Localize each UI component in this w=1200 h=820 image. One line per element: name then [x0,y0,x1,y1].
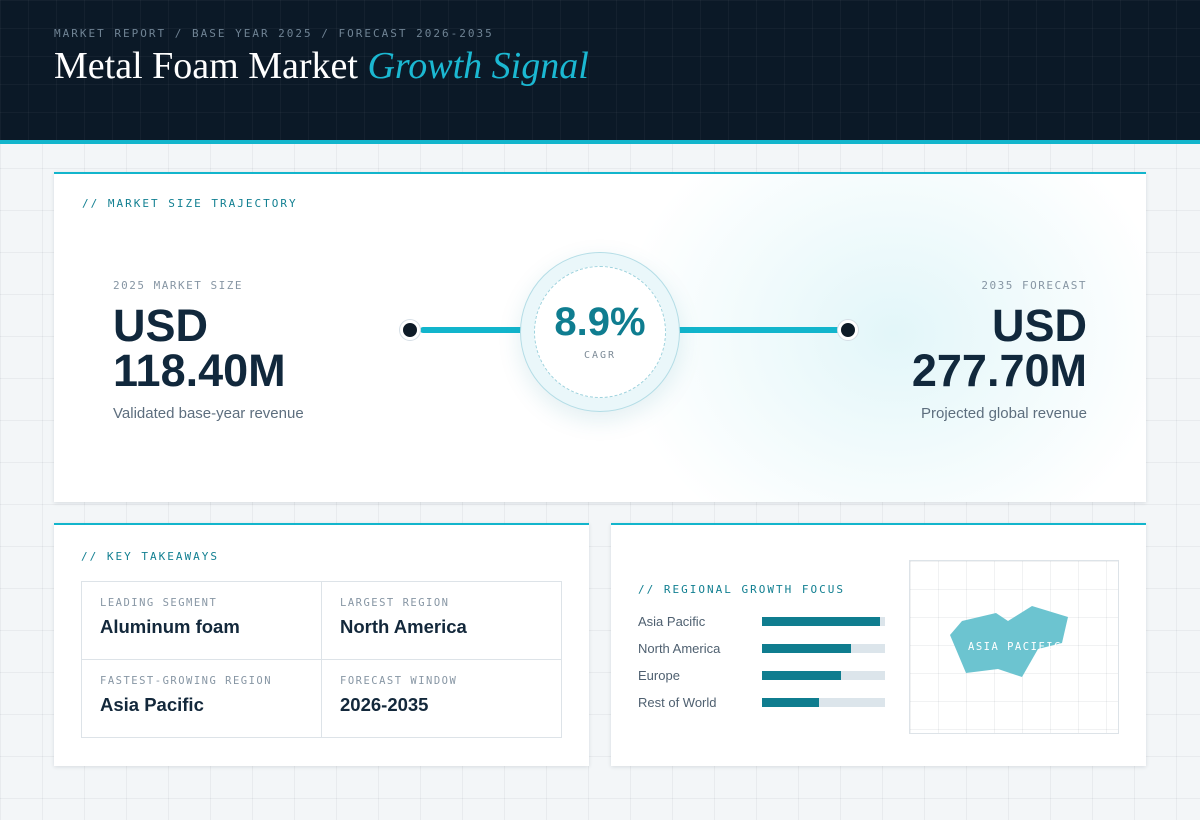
asia-pacific-map-shape [950,606,1068,677]
region-bar-row: North America [638,641,888,657]
start-amount: 118.40M [113,345,286,396]
takeaway-largest-region: LARGEST REGION North America [322,582,562,660]
end-currency: USD [991,300,1087,351]
end-note: Projected global revenue [921,405,1087,422]
region-bar-fill [762,698,819,707]
start-currency: USD [113,300,209,351]
report-eyebrow: MARKET REPORT / BASE YEAR 2025 / FORECAS… [54,27,494,40]
takeaway-value: Asia Pacific [100,694,204,715]
cagr-badge: 8.9% CAGR [520,252,680,412]
end-point-marker [838,320,858,340]
takeaway-forecast-window: FORECAST WINDOW 2026-2035 [322,660,562,738]
region-bar-fill [762,644,851,653]
title-main: Metal Foam Market [54,45,358,87]
background-glow [614,174,1146,502]
report-header: MARKET REPORT / BASE YEAR 2025 / FORECAS… [0,0,1200,144]
region-bar-label: Rest of World [638,695,717,710]
end-caption: 2035 FORECAST [981,279,1087,292]
market-size-trajectory-card: // MARKET SIZE TRAJECTORY 2025 MARKET SI… [54,172,1146,502]
region-bar-label: North America [638,641,721,656]
region-bar-track [762,698,885,707]
region-bar-row: Rest of World [638,695,888,711]
region-bar-track [762,617,885,626]
takeaway-fastest-growing-region: FASTEST-GROWING REGION Asia Pacific [82,660,322,738]
region-bar-fill [762,671,841,680]
end-amount: 277.70M [911,345,1087,396]
start-market-size: 2025 MARKET SIZE USD 118.40M Validated b… [113,279,373,422]
region-bar-row: Europe [638,668,888,684]
regional-growth-focus-card: // REGIONAL GROWTH FOCUS Asia Pacific No… [611,523,1146,766]
takeaways-grid: LEADING SEGMENT Aluminum foam LARGEST RE… [81,581,562,738]
region-bar-fill [762,617,881,626]
start-value: USD 118.40M [113,303,373,393]
start-caption: 2025 MARKET SIZE [113,279,243,292]
start-point-marker [400,320,420,340]
map-region-label: ASIA PACIFIC [968,641,1062,653]
region-bar-track [762,644,885,653]
title-accent: Growth Signal [367,45,589,87]
trajectory-section-label: // MARKET SIZE TRAJECTORY [82,197,298,210]
cagr-label: CAGR [583,350,617,361]
takeaway-caption: LARGEST REGION [340,597,450,609]
trajectory-line-left [420,327,528,333]
grid-divider-horizontal [82,659,561,660]
takeaways-section-label: // KEY TAKEAWAYS [81,550,219,563]
end-market-size: 2035 FORECAST USD 277.70M Projected glob… [827,279,1087,422]
region-bar-label: Europe [638,668,680,683]
takeaway-leading-segment: LEADING SEGMENT Aluminum foam [82,582,322,660]
takeaway-value: North America [340,616,467,637]
cagr-value: 8.9% [554,300,646,344]
region-bar-row: Asia Pacific [638,614,888,630]
regional-section-label: // REGIONAL GROWTH FOCUS [638,583,845,596]
takeaway-caption: FORECAST WINDOW [340,675,458,687]
trajectory-line-right [670,327,840,333]
region-bar-track [762,671,885,680]
takeaway-value: Aluminum foam [100,616,240,637]
start-note: Validated base-year revenue [113,405,304,422]
cagr-badge-inner: 8.9% CAGR [534,266,666,398]
takeaway-caption: LEADING SEGMENT [100,597,218,609]
takeaway-caption: FASTEST-GROWING REGION [100,675,273,687]
end-value: USD 277.70M [827,303,1087,393]
region-bar-label: Asia Pacific [638,614,706,629]
region-map: ASIA PACIFIC [909,560,1119,734]
takeaway-value: 2026-2035 [340,694,429,715]
key-takeaways-card: // KEY TAKEAWAYS LEADING SEGMENT Aluminu… [54,523,589,766]
page-title: Metal Foam Market Growth Signal [54,44,589,88]
